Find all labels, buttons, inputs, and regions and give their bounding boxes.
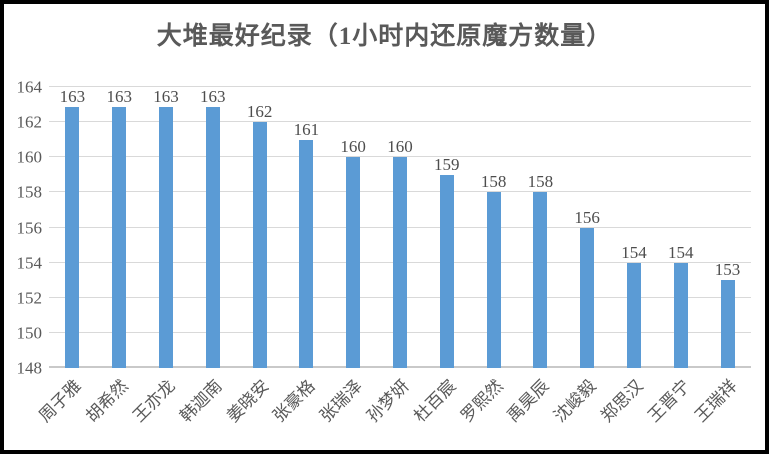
- bar-data-label: 160: [387, 137, 413, 157]
- y-tick-label: 156: [16, 218, 43, 237]
- bar: [439, 174, 454, 368]
- y-tick-label: 162: [16, 112, 43, 132]
- bar-series: 163 163 163 163 162 161 160 160 159 158 158 156 154 1…: [49, 87, 751, 368]
- bar-data-label: 163: [200, 87, 226, 106]
- bar: [580, 227, 595, 368]
- bar: [533, 192, 548, 368]
- x-category-label: 周子雅: [35, 376, 86, 426]
- bar-slot: 153: [704, 87, 751, 368]
- bar: [346, 157, 361, 368]
- bar-slot: 162: [236, 87, 283, 368]
- bar-data-label: 158: [527, 172, 554, 192]
- y-tick-label: 152: [16, 288, 43, 308]
- bar-data-label: 160: [340, 137, 366, 157]
- bar: [673, 262, 688, 368]
- bar: [112, 107, 127, 368]
- x-axis: 周子雅 胡希然 王亦龙 韩迦南 姜晓安 张豪格 张瑞泽 孙梦妍 杜百宸 罗熙然 禹昊辰 沈峻毅 郑思汉王…: [36, 372, 751, 450]
- y-axis: 148 150 152 154 156 158 160 162 164: [4, 79, 43, 377]
- bar-data-label: 163: [106, 87, 132, 106]
- bar-data-label: 154: [621, 242, 647, 262]
- bar-data-label: 153: [714, 260, 741, 280]
- bar-slot: 163: [189, 87, 236, 368]
- bar-slot: 158: [470, 87, 517, 368]
- bar-slot: 160: [330, 87, 377, 368]
- bar: [299, 139, 314, 368]
- bar: [720, 280, 735, 368]
- chart-title: 大堆最好纪录（1小时内还原魔方数量）: [156, 23, 613, 50]
- bar-data-label: 163: [153, 87, 179, 106]
- bar-slot: 159: [423, 87, 470, 368]
- bar-data-label: 161: [293, 119, 320, 139]
- bar: [626, 262, 641, 368]
- bar-data-label: 156: [574, 207, 600, 227]
- bar: [486, 192, 501, 368]
- gridline: [49, 156, 751, 158]
- y-tick-label: 160: [16, 147, 43, 167]
- bar-data-label: 163: [59, 87, 86, 106]
- bar-slot: 163: [49, 87, 96, 368]
- bar-slot: 163: [96, 87, 143, 368]
- bar-slot: 156: [564, 87, 611, 368]
- bar: [392, 157, 407, 368]
- x-category-slot: 王瑞祥: [691, 372, 751, 450]
- bar-data-label: 158: [480, 172, 507, 192]
- y-tick-label: 150: [16, 323, 43, 343]
- bar-slot: 161: [283, 87, 330, 368]
- bar-data-label: 154: [668, 242, 694, 262]
- bar-data-label: 159: [434, 154, 460, 174]
- bar-slot: 154: [657, 87, 704, 368]
- bar: [65, 107, 80, 368]
- y-tick-label: 154: [16, 253, 43, 273]
- bar-slot: 163: [143, 87, 190, 368]
- y-tick-label: 164: [16, 77, 43, 97]
- gridline: [49, 121, 751, 123]
- bar: [158, 107, 173, 368]
- bar-slot: 158: [517, 87, 564, 368]
- bar: [205, 107, 220, 368]
- y-tick-label: 158: [16, 182, 43, 202]
- bar-slot: 160: [377, 87, 424, 368]
- bar: [252, 122, 267, 368]
- plot-area: 163 163 163 163 162 161 160 160 159 158 158 156 154 1…: [49, 86, 751, 368]
- gridline: [49, 86, 751, 87]
- bar-slot: 154: [611, 87, 658, 368]
- y-tick-label: 148: [16, 358, 43, 378]
- bar-data-label: 162: [246, 102, 273, 122]
